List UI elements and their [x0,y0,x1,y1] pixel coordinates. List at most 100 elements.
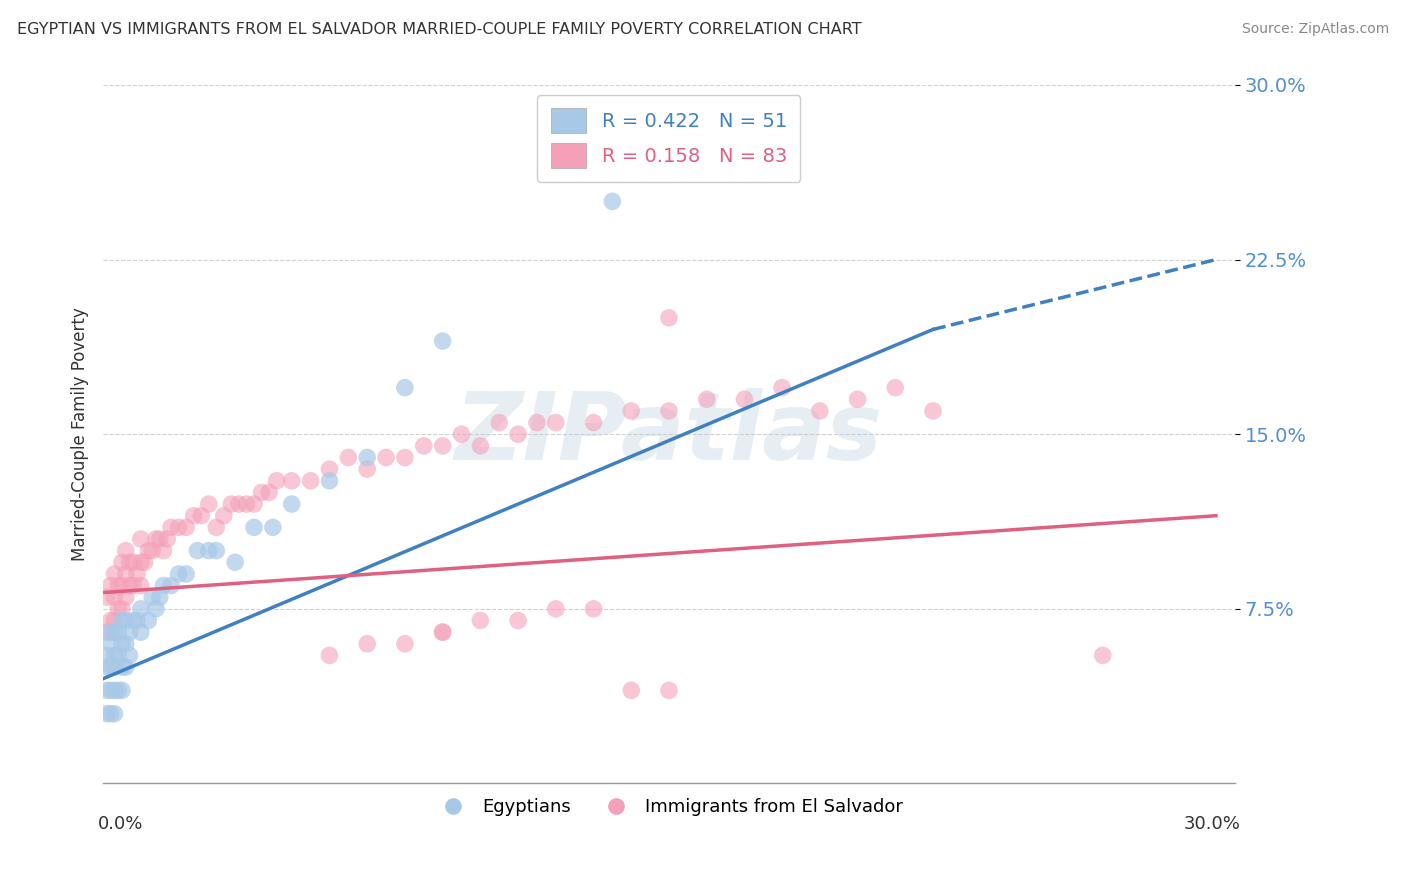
Point [183,508,205,523]
Point [197,543,219,558]
Point [156,532,179,546]
Point [96,648,118,663]
Point [224,555,246,569]
Point [299,474,322,488]
Point [145,532,167,546]
Point [114,566,136,581]
Point [103,566,125,581]
Point [544,602,567,616]
Point [544,416,567,430]
Point [114,660,136,674]
Point [235,497,257,511]
Point [103,683,125,698]
Point [318,474,340,488]
Point [129,532,152,546]
Point [129,578,152,592]
Point [620,404,643,418]
Point [257,485,280,500]
Point [582,602,605,616]
Point [149,532,172,546]
Point [122,578,145,592]
Point [658,310,681,325]
Point [96,625,118,640]
Point [100,578,122,592]
Point [122,614,145,628]
Point [450,427,472,442]
Y-axis label: Married-Couple Family Poverty: Married-Couple Family Poverty [72,308,89,561]
Point [100,637,122,651]
Point [107,602,129,616]
Point [1091,648,1114,663]
Point [733,392,755,407]
Point [506,614,529,628]
Point [205,520,228,534]
Point [658,683,681,698]
Point [125,614,148,628]
Point [111,555,134,569]
Point [602,194,624,209]
Point [356,637,378,651]
Point [122,555,145,569]
Point [111,683,134,698]
Text: ZIPatlas: ZIPatlas [456,388,883,480]
Point [129,555,152,569]
Point [620,683,643,698]
Point [114,543,136,558]
Point [808,404,831,418]
Point [318,462,340,476]
Point [205,543,228,558]
Point [160,578,183,592]
Point [96,706,118,721]
Point [141,591,163,605]
Point [134,555,156,569]
Point [280,497,302,511]
Point [118,578,141,592]
Point [470,439,492,453]
Point [375,450,398,465]
Point [149,591,172,605]
Point [582,416,605,430]
Point [118,625,141,640]
Point [145,602,167,616]
Point [103,648,125,663]
Point [118,555,141,569]
Point [114,637,136,651]
Point [141,543,163,558]
Point [770,381,793,395]
Point [129,602,152,616]
Point [280,474,302,488]
Point [129,625,152,640]
Point [103,591,125,605]
Point [125,566,148,581]
Point [103,614,125,628]
Point [167,520,190,534]
Point [243,520,266,534]
Point [114,591,136,605]
Point [526,416,548,430]
Point [103,660,125,674]
Point [138,543,160,558]
Point [432,334,454,348]
Point [107,648,129,663]
Point [107,625,129,640]
Point [100,660,122,674]
Point [167,566,190,581]
Legend: Egyptians, Immigrants from El Salvador: Egyptians, Immigrants from El Salvador [427,791,910,823]
Point [186,543,208,558]
Point [100,683,122,698]
Point [221,497,243,511]
Point [152,578,174,592]
Point [432,625,454,640]
Point [412,439,434,453]
Point [152,543,174,558]
Point [696,392,718,407]
Point [356,462,378,476]
Point [114,614,136,628]
Point [884,381,907,395]
Point [111,660,134,674]
Point [250,485,273,500]
Point [96,660,118,674]
Point [488,416,510,430]
Point [190,508,212,523]
Point [846,392,869,407]
